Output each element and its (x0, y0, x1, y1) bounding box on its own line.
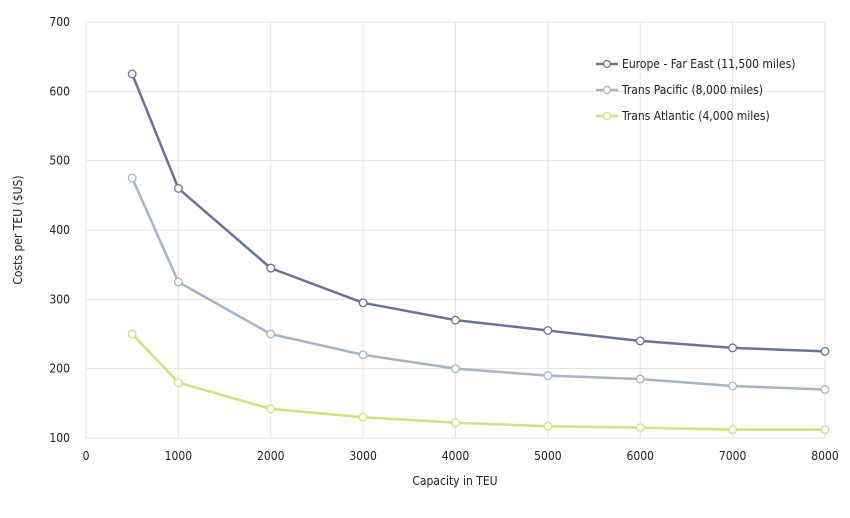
legend: Europe - Far East (11,500 miles) Trans P… (596, 57, 795, 123)
data-point (266, 263, 276, 273)
legend-item: Trans Pacific (8,000 miles) (596, 83, 763, 97)
data-point (728, 381, 738, 391)
data-point (635, 374, 645, 384)
data-point (127, 329, 137, 339)
data-point (358, 298, 368, 308)
data-point (173, 378, 183, 387)
y-tick-label: 400 (49, 223, 70, 237)
data-point (543, 371, 553, 381)
data-point (127, 69, 137, 79)
y-tick-label: 600 (49, 84, 70, 98)
data-point (543, 421, 553, 431)
data-point (451, 364, 460, 374)
x-tick-label: 5000 (534, 449, 562, 463)
data-point (358, 412, 368, 422)
data-point (127, 173, 137, 183)
data-point (820, 385, 830, 394)
x-tick-label: 3000 (349, 449, 377, 463)
y-tick-label: 300 (49, 292, 70, 306)
series-group (127, 69, 830, 435)
y-axis-label: Costs per TEU ($US) (11, 175, 25, 284)
x-tick-label: 7000 (719, 449, 747, 463)
y-axis-ticks: 100 200 300 400 500 600 700 (49, 15, 70, 445)
series-1 (127, 173, 830, 394)
data-point (173, 277, 183, 287)
data-point (635, 423, 645, 433)
data-point (635, 336, 645, 346)
data-point (451, 315, 460, 325)
data-point (543, 326, 553, 335)
y-tick-label: 100 (49, 431, 70, 445)
y-tick-label: 700 (49, 15, 70, 29)
y-tick-label: 200 (49, 362, 70, 376)
series-2 (127, 329, 830, 435)
x-axis-ticks: 0 1000 2000 3000 4000 5000 6000 7000 8000 (83, 449, 839, 463)
data-point (358, 350, 368, 360)
data-point (266, 329, 276, 339)
data-point (728, 425, 738, 435)
x-tick-label: 4000 (442, 449, 470, 463)
x-axis-label: Capacity in TEU (412, 474, 497, 488)
x-tick-label: 2000 (257, 449, 285, 463)
data-point (820, 346, 830, 356)
x-tick-label: 1000 (165, 449, 193, 463)
series-line (131, 177, 826, 391)
x-tick-label: 6000 (627, 449, 655, 463)
series-line (131, 333, 825, 431)
legend-label: Europe - Far East (11,500 miles) (622, 57, 795, 71)
legend-item: Europe - Far East (11,500 miles) (596, 57, 795, 71)
data-point (728, 343, 738, 353)
legend-label: Trans Pacific (8,000 miles) (621, 83, 763, 97)
grid (85, 21, 826, 439)
x-tick-label: 8000 (811, 449, 839, 463)
y-tick-label: 500 (49, 154, 70, 168)
legend-label: Trans Atlantic (4,000 miles) (621, 109, 770, 123)
data-point (820, 425, 830, 435)
data-point (266, 404, 276, 414)
x-tick-label: 0 (83, 449, 90, 463)
series-0 (127, 69, 830, 356)
data-point (173, 183, 183, 193)
legend-item: Trans Atlantic (4,000 miles) (596, 109, 770, 123)
data-point (451, 418, 460, 428)
